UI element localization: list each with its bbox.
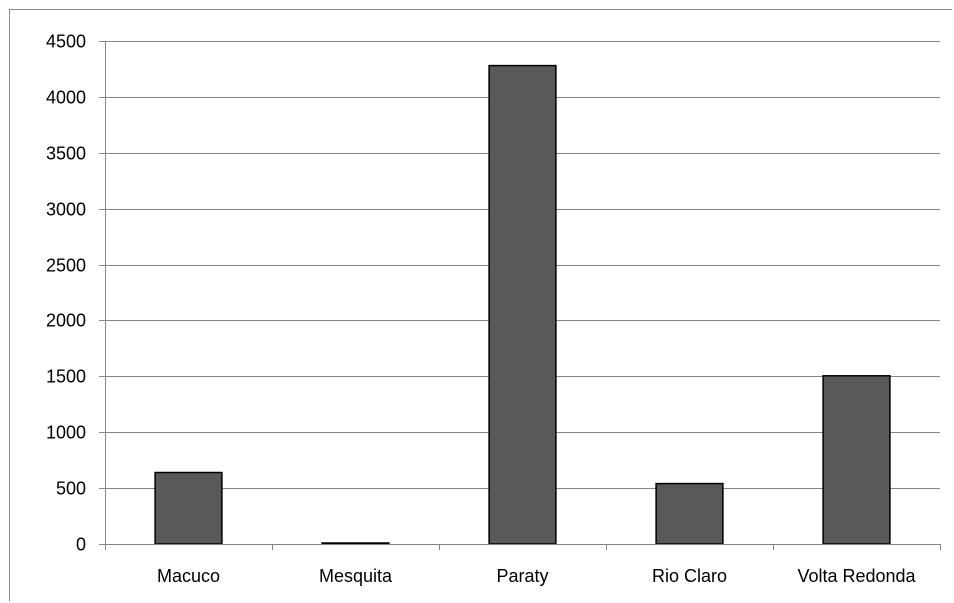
bar-volta-redonda [822,375,891,545]
x-tick-label-mesquita: Mesquita [319,566,393,586]
x-tick-label-volta-redonda: Volta Redonda [797,566,916,586]
bar-paraty [488,64,557,545]
x-tick-label-rio-claro: Rio Claro [652,566,727,586]
y-tick-label-1000: 1000 [46,423,86,443]
y-tick-labels: 0 500 1000 1500 2000 2500 3000 3500 4000 4500 [46,32,86,555]
x-tick-labels: Macuco Mesquita Paraty Rio Claro Volta Redon… [157,566,917,586]
bars [154,64,891,545]
y-tick-label-4000: 4000 [46,88,86,108]
y-tick-label-500: 500 [56,479,86,499]
bar-rio-claro [655,482,724,545]
y-tick-label-2500: 2500 [46,256,86,276]
y-tick-label-4500: 4500 [46,32,86,52]
bar-macuco [154,471,223,545]
y-tick-label-2000: 2000 [46,311,86,331]
y-tick-label-3500: 3500 [46,144,86,164]
axes [99,41,941,550]
y-tick-label-0: 0 [76,535,86,555]
y-tick-label-3000: 3000 [46,200,86,220]
bar-mesquita [321,542,390,545]
y-tick-label-1500: 1500 [46,367,86,387]
x-tick-label-macuco: Macuco [157,566,220,586]
x-tick-label-paraty: Paraty [496,566,548,586]
